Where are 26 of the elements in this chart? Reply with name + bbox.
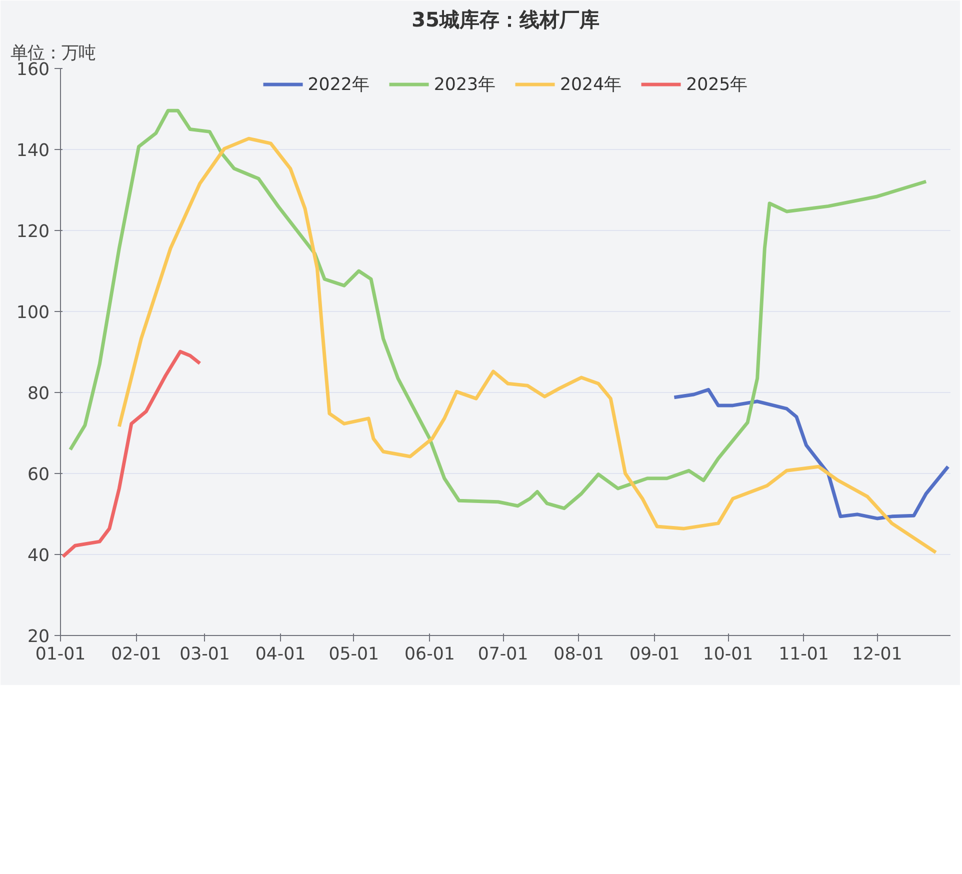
x-tick-label: 01-01 [35,644,86,664]
x-tick-label: 07-01 [478,644,528,664]
chart-title: 35城库存：线材厂库 [412,8,600,32]
line-series [61,350,202,558]
y-tick-label: 60 [27,465,50,485]
y-tick-label: 80 [27,384,50,404]
legend-label: 2022年 [308,74,369,96]
legend-label: 2024年 [560,74,622,96]
x-tick-label: 12-01 [852,644,902,664]
line-series [672,388,950,520]
legend-label: 2023年 [434,74,495,96]
x-tick-label: 09-01 [629,644,680,664]
x-tick-label: 11-01 [778,644,829,664]
y-tick-label: 140 [16,141,50,161]
y-tick-label: 20 [27,627,50,647]
x-tick-label: 03-01 [180,644,230,664]
x-tick-label: 10-01 [702,644,754,664]
y-tick-label: 40 [27,546,50,566]
x-tick-label: 04-01 [255,644,306,664]
y-tick-label: 100 [16,303,50,323]
x-tick-label: 02-01 [111,644,162,664]
y-tick-label: 120 [16,222,50,242]
x-tick-label: 05-01 [328,644,380,664]
x-tick-label: 06-01 [404,644,455,664]
x-tick-label: 08-01 [554,644,604,664]
legend-label: 2025年 [686,74,748,96]
